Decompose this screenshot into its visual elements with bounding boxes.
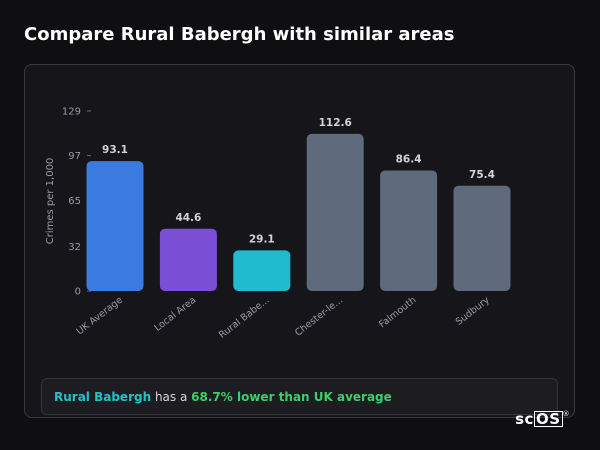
scos-logo: sc OS ® (515, 410, 570, 428)
bar-value-label: 112.6 (319, 117, 352, 129)
y-tick-label: 65 (68, 196, 81, 207)
bar-value-label: 44.6 (175, 212, 201, 224)
bar (159, 228, 217, 291)
bar-chart: Crimes per 1,000 0 32 65 97 129 93.1 UK Average… (45, 107, 511, 341)
y-tick-label: 97 (68, 151, 81, 162)
bar (453, 185, 511, 291)
y-tick-label: 129 (62, 107, 81, 118)
bar-value-label: 93.1 (102, 144, 128, 156)
x-tick-label: Sudbury (454, 294, 492, 327)
bar (233, 250, 291, 291)
comparison-summary: Rural Babergh has a 68.7% lower than UK … (41, 378, 558, 415)
x-tick-label: Local Area (152, 295, 198, 334)
bar-value-label: 86.4 (396, 153, 422, 165)
summary-connector: has a (154, 390, 188, 404)
x-tick-label: Falmouth (377, 295, 418, 331)
bar (86, 161, 144, 291)
bar-value-label: 29.1 (249, 233, 275, 245)
summary-delta: 68.7% lower than UK average (191, 390, 392, 404)
chart-card: Crimes per 1,000 0 32 65 97 129 93.1 UK Average… (24, 64, 575, 418)
y-tick-label: 32 (68, 242, 81, 253)
y-tick-label: 0 (75, 287, 81, 298)
bar (380, 170, 438, 291)
x-tick-label: UK Average (75, 295, 125, 338)
summary-area-name: Rural Babergh (54, 390, 152, 404)
bar (306, 133, 364, 291)
page-title: Compare Rural Babergh with similar areas (24, 24, 455, 45)
x-tick-label: Rural Babe... (217, 295, 272, 341)
bar-value-label: 75.4 (469, 169, 495, 181)
y-axis-label: Crimes per 1,000 (45, 158, 56, 245)
x-tick-label: Chester-le... (293, 295, 345, 339)
